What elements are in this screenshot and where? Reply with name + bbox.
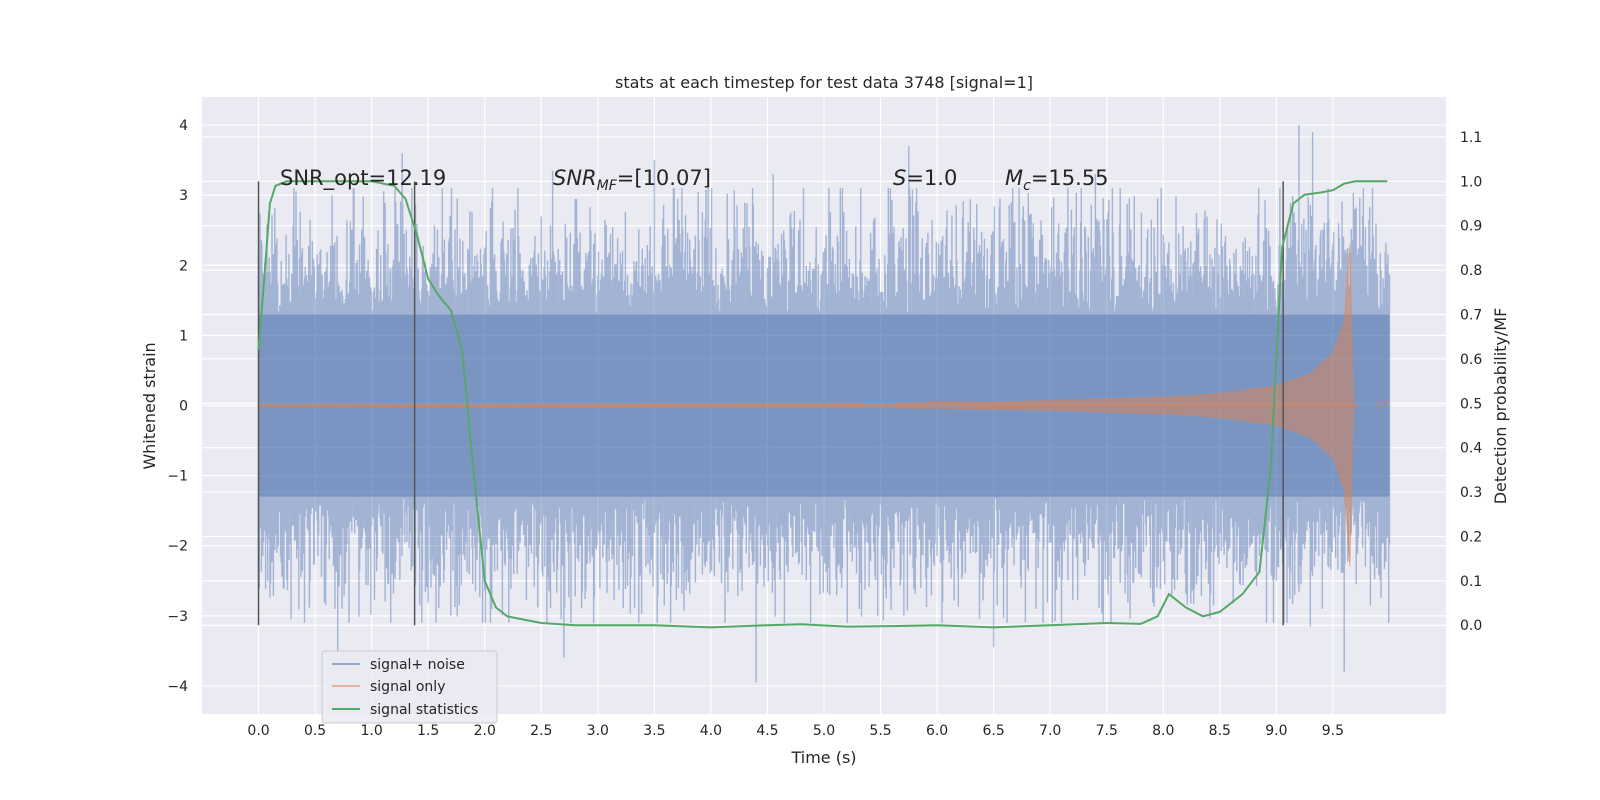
y-right-tick-labels: 0.0 0.1 0.2 0.3 0.4 0.5 0.6 0.7 0.8 0.9 1.0 1.1 — [1460, 130, 1482, 634]
y-right-tick-label: 0.5 — [1460, 396, 1482, 412]
x-tick-label: 4.5 — [756, 723, 778, 739]
x-tick-label: 3.5 — [643, 723, 665, 739]
y-left-tick-label: 1 — [179, 328, 188, 344]
y-left-tick-label: −1 — [167, 469, 188, 485]
legend-label-signal-only: signal only — [370, 679, 445, 695]
x-tick-label: 9.5 — [1322, 723, 1344, 739]
chart-title: stats at each timestep for test data 374… — [615, 73, 1033, 92]
vertical-markers — [257, 181, 1284, 626]
legend-label-signal-statistics: signal statistics — [370, 702, 478, 718]
y-left-tick-label: 3 — [179, 188, 188, 204]
x-tick-label: 7.5 — [1096, 723, 1118, 739]
y-right-tick-label: 0.4 — [1460, 441, 1482, 457]
x-tick-label: 8.5 — [1209, 723, 1231, 739]
x-tick-label: 3.0 — [587, 723, 609, 739]
annotation-snr-mf: SNRMF=[10.07] — [553, 166, 711, 194]
y-right-tick-label: 0.6 — [1460, 352, 1482, 368]
annotation-mass: Mc=15.55 — [1005, 166, 1109, 194]
legend: signal+ noise signal only signal statist… — [321, 650, 498, 724]
y-left-tick-label: 0 — [179, 399, 188, 415]
legend-label-signal-noise: signal+ noise — [370, 657, 465, 673]
x-tick-label: 0.0 — [247, 723, 269, 739]
y-left-tick-label: −3 — [167, 609, 188, 625]
y-right-tick-label: 0.9 — [1460, 219, 1482, 235]
signal-only-series — [258, 244, 1390, 567]
y-right-tick-label: 0.3 — [1460, 485, 1482, 501]
x-tick-label: 2.5 — [530, 723, 552, 739]
x-tick-label: 8.0 — [1152, 723, 1174, 739]
x-tick-label: 5.0 — [813, 723, 835, 739]
y-left-tick-labels: −4 −3 −2 −1 0 1 2 3 4 — [167, 118, 188, 695]
y-right-tick-label: 0.8 — [1460, 263, 1482, 279]
y-right-tick-label: 0.7 — [1460, 308, 1482, 324]
x-tick-label: 6.5 — [983, 723, 1005, 739]
y-right-tick-label: 0.1 — [1460, 574, 1482, 590]
x-tick-label: 6.0 — [926, 723, 948, 739]
y-right-tick-label: 1.0 — [1460, 174, 1482, 190]
y-left-tick-label: 4 — [179, 118, 188, 134]
y-left-tick-label: −2 — [167, 539, 188, 555]
annotation-snr-opt: SNR_opt=12.19 — [280, 166, 446, 191]
signal-statistics-series — [257, 180, 1388, 629]
x-tick-label: 0.5 — [304, 723, 326, 739]
x-tick-label: 1.5 — [417, 723, 439, 739]
x-tick-label: 2.0 — [474, 723, 496, 739]
x-tick-label: 5.5 — [869, 723, 891, 739]
x-axis-title: Time (s) — [790, 748, 856, 767]
y-right-axis-title: Detection probability/MF — [1491, 308, 1510, 505]
legend-box — [321, 650, 498, 724]
y-left-tick-label: −4 — [167, 679, 188, 695]
x-tick-labels: 0.0 0.5 1.0 1.5 2.0 2.5 3.0 3.5 4.0 4.5 5.0 5.5 6.0 6… — [247, 723, 1344, 739]
y-right-tick-label: 1.1 — [1460, 130, 1482, 146]
y-right-tick-label: 0.0 — [1460, 618, 1482, 634]
signal-statistics-line — [257, 180, 1388, 629]
x-tick-label: 1.0 — [361, 723, 383, 739]
y-left-axis-title: Whitened strain — [140, 342, 159, 469]
y-left-tick-label: 2 — [179, 258, 188, 274]
x-tick-label: 9.0 — [1265, 723, 1287, 739]
x-tick-label: 7.0 — [1039, 723, 1061, 739]
annotation-s: S=1.0 — [893, 166, 957, 190]
x-tick-label: 4.0 — [700, 723, 722, 739]
y-right-tick-label: 0.2 — [1460, 529, 1482, 545]
annotations: SNR_opt=12.19 SNRMF=[10.07] S=1.0 Mc=15.… — [280, 166, 1109, 194]
